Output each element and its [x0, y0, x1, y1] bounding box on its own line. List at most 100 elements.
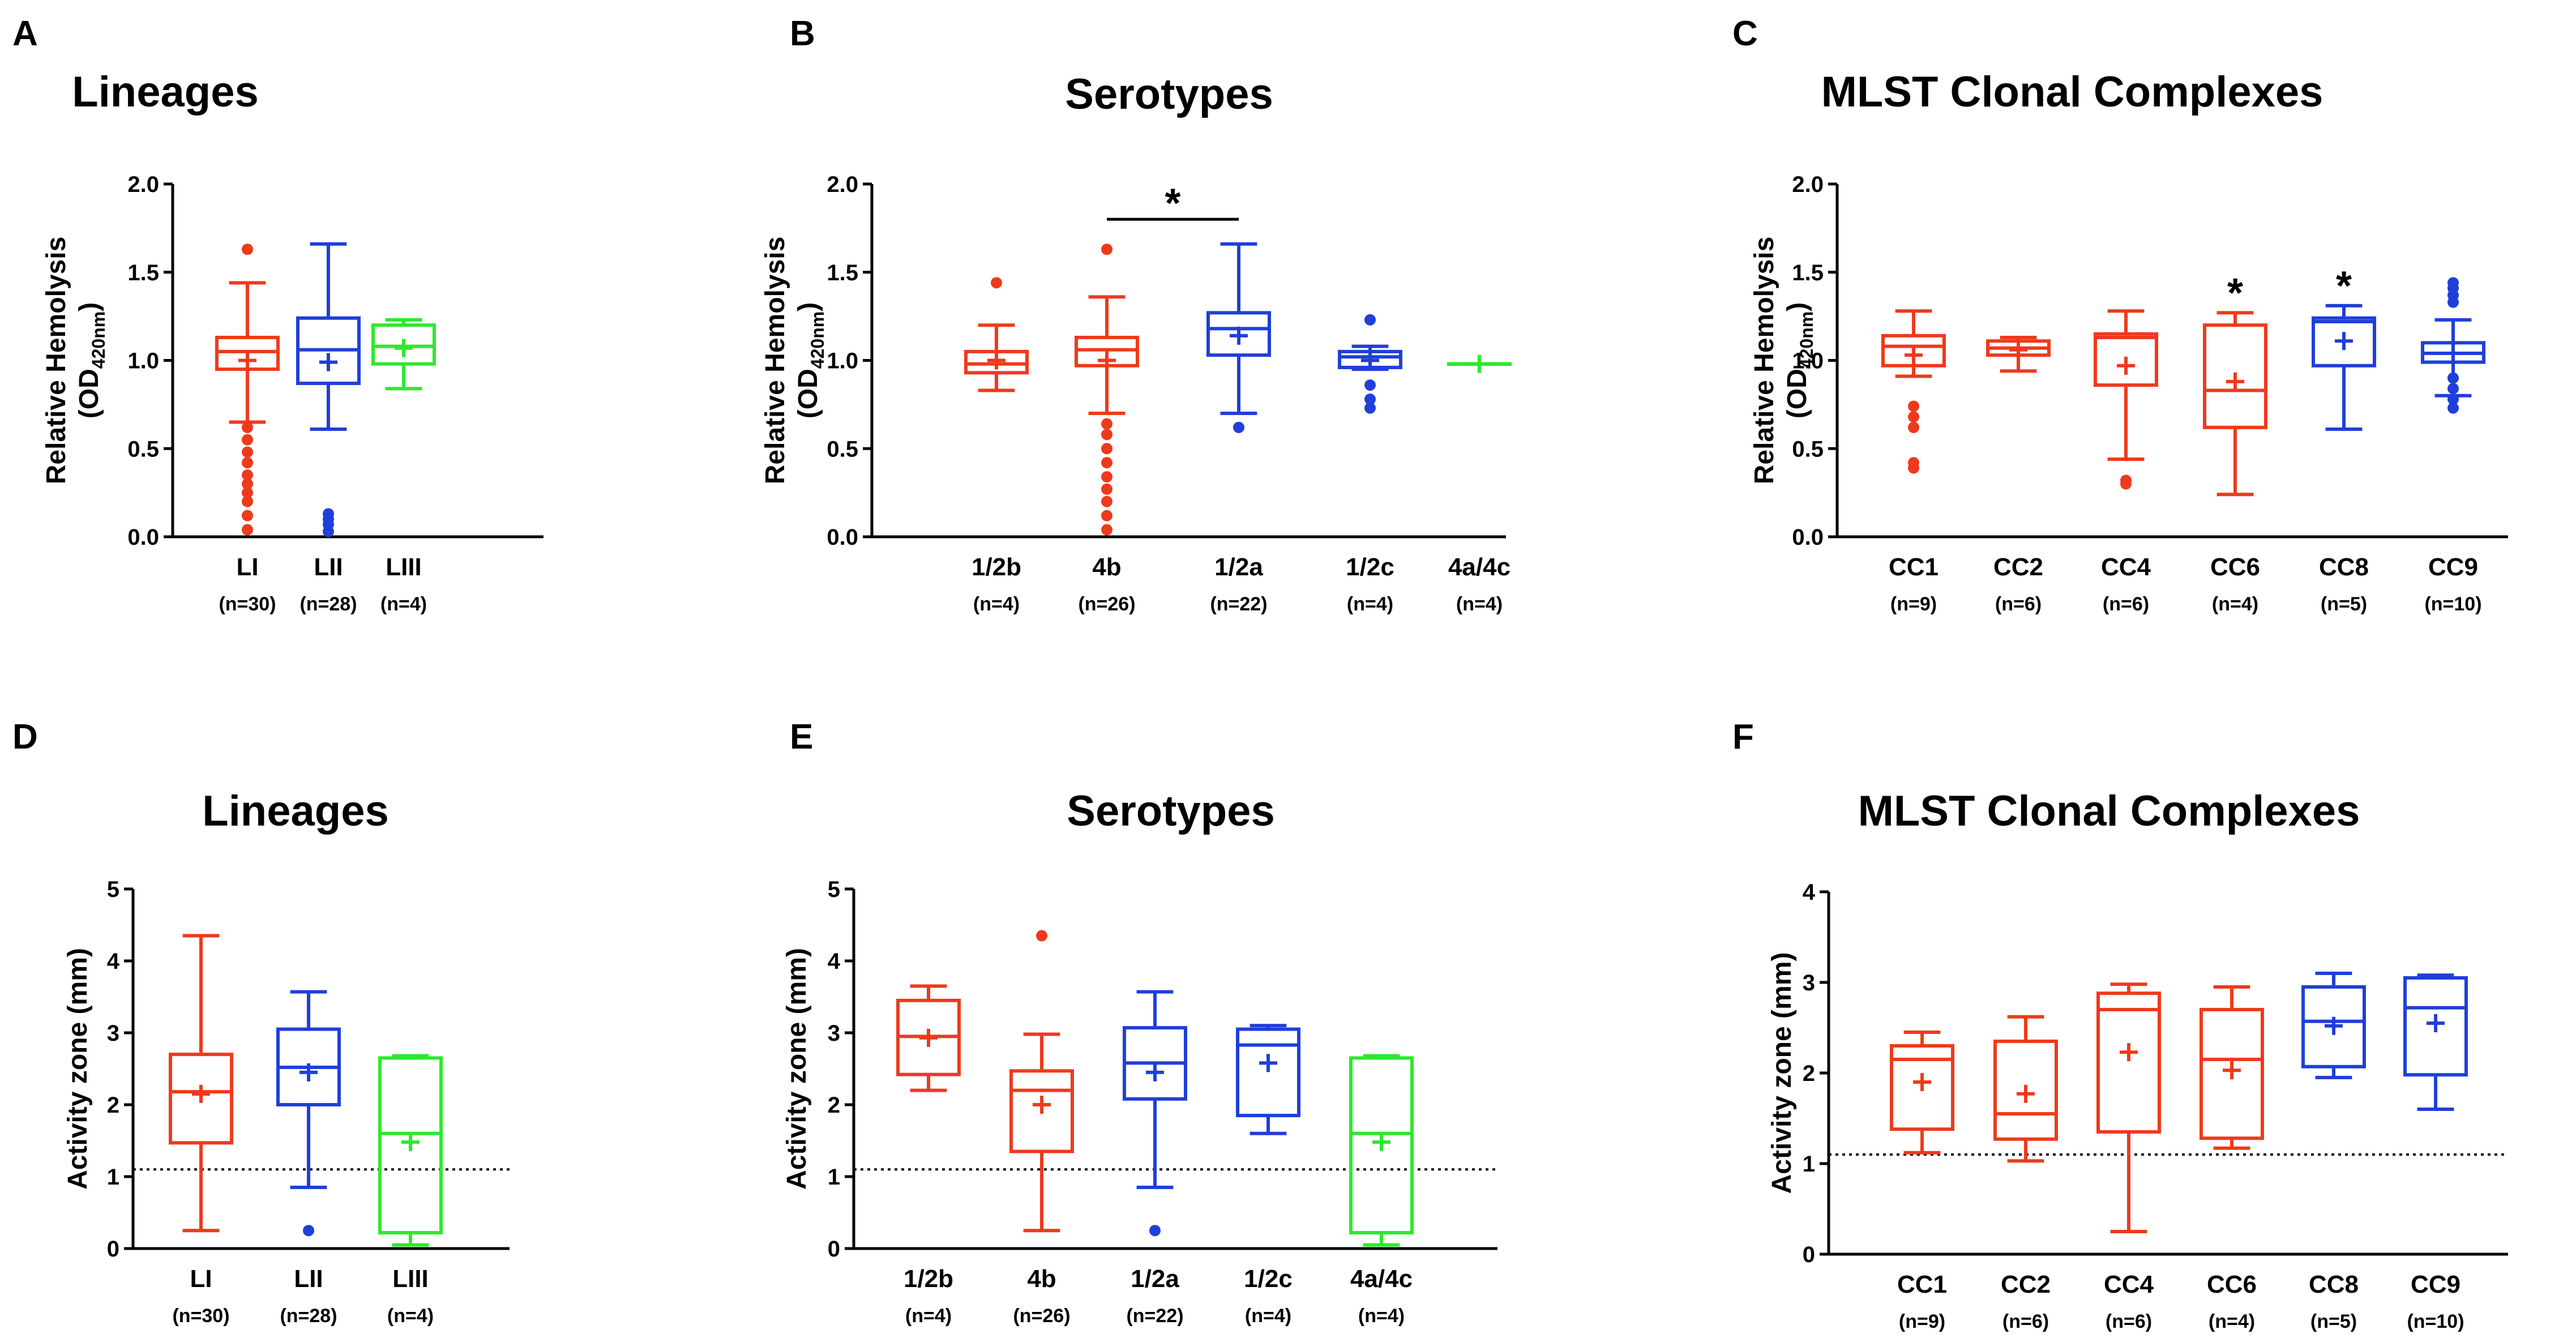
y-tick-label: 3: [107, 1021, 119, 1046]
box-iqr: [2203, 323, 2267, 429]
x-category-label: 1/2a: [1214, 553, 1263, 581]
outlier-point: [1364, 314, 1376, 326]
box-iqr: [1206, 311, 1271, 357]
y-tick-label: 2.0: [127, 172, 159, 197]
y-axis-label: Activity zone (mm): [782, 948, 812, 1190]
y-axis-label-main: Activity zone (mm): [63, 948, 93, 1190]
x-category-label: 1/2b: [904, 1265, 953, 1293]
panel-label: F: [1732, 717, 1754, 756]
x-category-n: (n=4): [905, 1305, 952, 1327]
box-li: [169, 934, 233, 1233]
y-tick-label: 0.0: [827, 525, 858, 550]
y-tick-label: 0.0: [127, 525, 159, 550]
y-tick-label: 2: [1803, 1061, 1815, 1086]
outlier-point: [1101, 524, 1112, 536]
chart-title: Serotypes: [1065, 70, 1273, 118]
x-category-label: CC1: [1889, 553, 1939, 581]
x-category-label: 1/2c: [1346, 553, 1394, 581]
y-axis-units-subscript: 420nm: [1796, 311, 1817, 369]
x-category-n: (n=5): [2310, 1311, 2357, 1332]
box-lii: [276, 990, 341, 1237]
outlier-point: [242, 469, 253, 481]
x-category-label: CC6: [2207, 1271, 2257, 1298]
y-tick-label: 4: [1803, 880, 1816, 905]
box-1-2c: [1338, 314, 1402, 414]
outlier-point: [1149, 1225, 1161, 1237]
box-iqr: [1890, 1044, 1954, 1131]
panel-e: E Serotypes 0 1 2 3 4 5 Activity zone (mm) 1/2b (n…: [782, 717, 1497, 1327]
box-4b: [1075, 243, 1139, 536]
y-axis-units-pre: (OD: [74, 369, 104, 418]
x-category-n: (n=26): [1078, 593, 1135, 615]
outlier-point: [1101, 243, 1112, 255]
box-cc9: [2403, 973, 2468, 1111]
x-category-label: CC9: [2411, 1271, 2461, 1298]
y-tick-label: 1.5: [827, 260, 858, 285]
y-tick-label: 0.5: [1792, 437, 1824, 461]
box-iqr: [2312, 316, 2376, 367]
panel-label: A: [12, 14, 38, 53]
outlier-point: [1101, 443, 1112, 455]
y-axis-label: Relative Hemolysis (OD420nm): [1749, 237, 1817, 485]
outlier-point: [991, 277, 1002, 289]
outlier-point: [1908, 421, 1919, 433]
significance-star: *: [1165, 181, 1180, 226]
y-axis-label: Activity zone (mm): [1767, 952, 1797, 1194]
box-cc1: [1890, 1031, 1954, 1155]
y-axis-units-post: ): [74, 302, 104, 311]
outlier-point: [242, 446, 253, 458]
outlier-point: [1364, 379, 1376, 391]
box-cc9: [2421, 277, 2485, 414]
outlier-point: [1364, 394, 1376, 405]
x-category-label: CC1: [1897, 1271, 1947, 1298]
chart-title: MLST Clonal Complexes: [1821, 68, 2323, 116]
x-category-label: CC6: [2210, 553, 2260, 581]
x-category-n: (n=4): [1245, 1305, 1291, 1327]
y-axis-label: Activity zone (mm): [63, 948, 93, 1190]
outlier-point: [2447, 372, 2459, 384]
y-axis-label: Relative Hemolysis (OD420nm): [760, 237, 828, 485]
outlier-point: [1364, 402, 1376, 414]
panel-label: E: [790, 717, 813, 756]
y-tick-label: 1.0: [127, 349, 159, 374]
x-category-n: (n=4): [1456, 593, 1503, 615]
y-tick-label: 3: [1803, 971, 1815, 995]
box-cc6: [2203, 311, 2267, 497]
x-category-label: 4a/4c: [1448, 553, 1510, 581]
y-tick-label: 2: [828, 1093, 840, 1118]
x-category-label: 4b: [1092, 553, 1121, 581]
box-iqr: [2403, 976, 2468, 1077]
x-category-label: LI: [236, 553, 258, 581]
outlier-point: [1101, 510, 1112, 521]
x-category-n: (n=22): [1210, 593, 1267, 615]
box-iqr: [169, 1053, 233, 1145]
chart-title: MLST Clonal Complexes: [1858, 787, 2360, 835]
x-category-label: 4a/4c: [1350, 1265, 1413, 1293]
x-category-n: (n=10): [2407, 1311, 2464, 1332]
outlier-point: [2120, 475, 2132, 486]
y-tick-label: 1.0: [827, 349, 858, 374]
panel-d: D Lineages 0 1 2 3 4 5 Activity zone (mm) LI (n=30…: [12, 717, 510, 1327]
x-category-n: (n=26): [1013, 1305, 1070, 1327]
outlier-point: [242, 421, 253, 433]
outlier-point: [1908, 400, 1919, 412]
outlier-point: [242, 243, 253, 255]
y-tick-label: 1: [828, 1165, 840, 1190]
box-iqr: [1009, 1069, 1074, 1153]
x-category-n: (n=5): [2321, 593, 2367, 615]
x-category-label: LI: [190, 1265, 212, 1293]
x-category-label: CC8: [2309, 1271, 2359, 1298]
box-cc2: [1993, 1015, 2058, 1163]
x-category-n: (n=6): [1995, 593, 2042, 615]
box-iqr: [2200, 1008, 2264, 1140]
box-cc1: [1881, 309, 1946, 474]
y-tick-label: 4: [107, 949, 120, 974]
y-tick-label: 5: [828, 877, 840, 902]
x-category-n: (n=4): [1358, 1305, 1405, 1327]
box-4b: [1009, 930, 1074, 1233]
x-category-n: (n=4): [2212, 593, 2258, 615]
x-category-label: CC4: [2104, 1271, 2154, 1298]
y-tick-label: 2: [107, 1093, 119, 1118]
x-category-n: (n=6): [2106, 1311, 2152, 1332]
